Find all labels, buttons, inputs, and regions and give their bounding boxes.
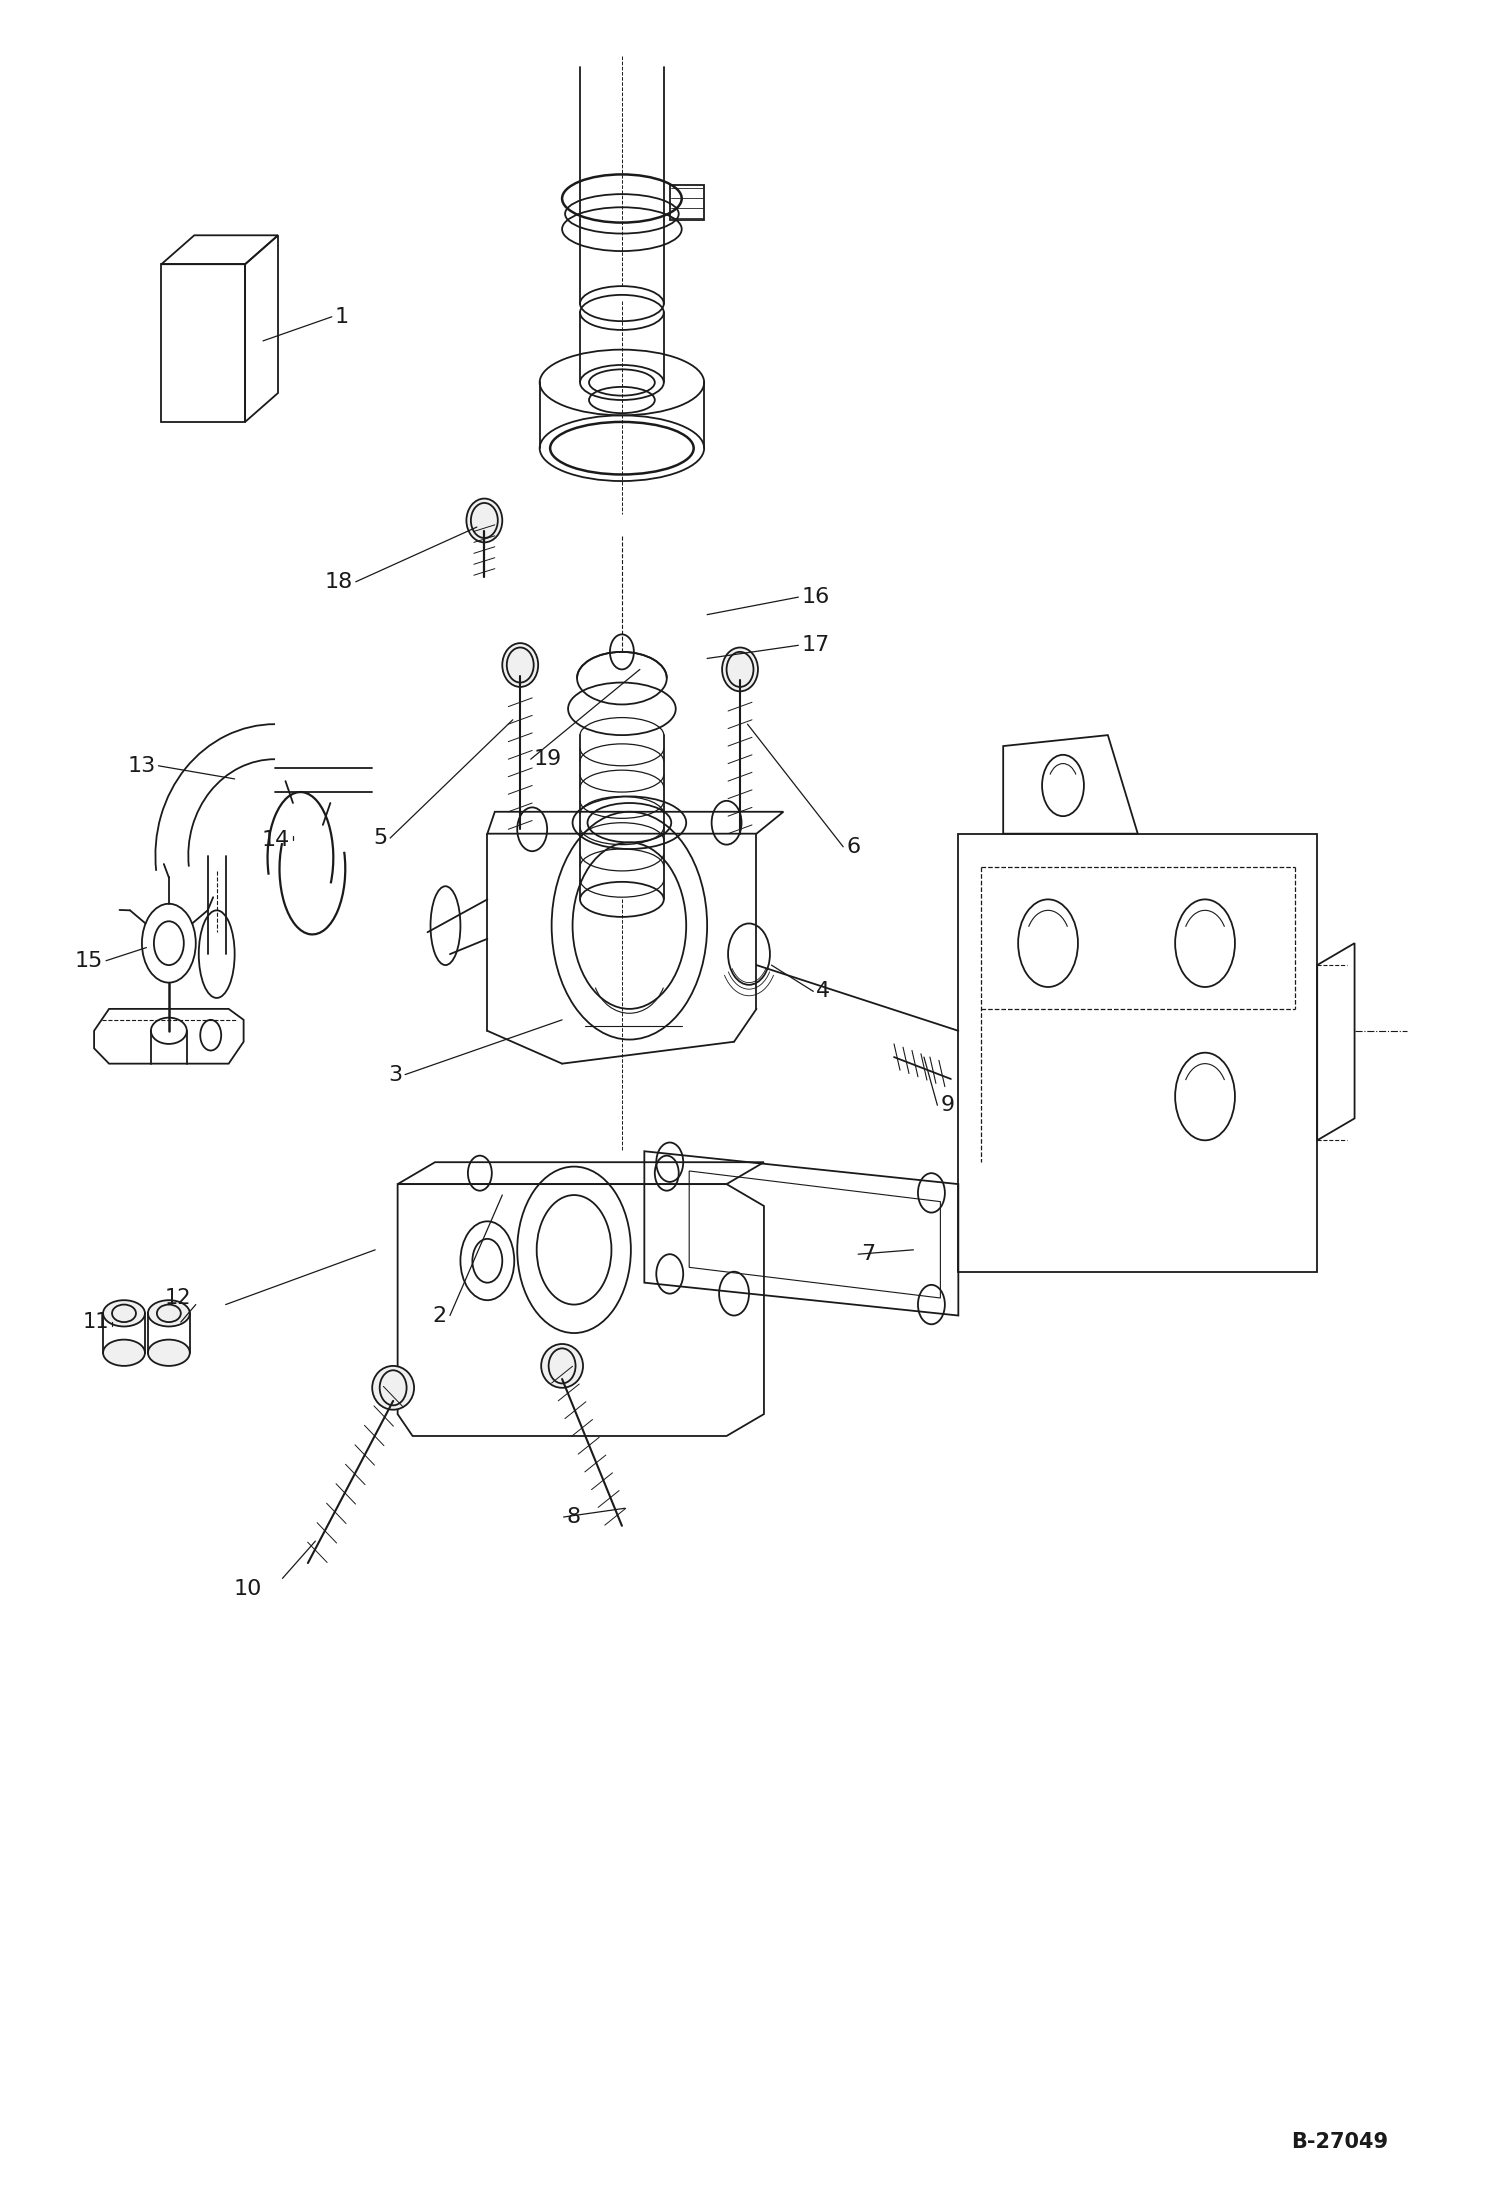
Text: 12: 12 — [165, 1287, 190, 1307]
Text: 19: 19 — [533, 750, 562, 770]
Ellipse shape — [103, 1340, 145, 1366]
Text: B-27049: B-27049 — [1291, 2132, 1389, 2151]
Ellipse shape — [466, 498, 502, 542]
Text: 17: 17 — [801, 636, 830, 656]
Text: 1: 1 — [336, 307, 349, 327]
Text: 13: 13 — [127, 757, 156, 776]
Ellipse shape — [722, 647, 758, 691]
Text: 3: 3 — [388, 1064, 401, 1086]
Text: 8: 8 — [566, 1507, 581, 1526]
Ellipse shape — [541, 1344, 583, 1388]
Ellipse shape — [372, 1366, 413, 1410]
Text: 16: 16 — [801, 588, 830, 607]
Ellipse shape — [103, 1300, 145, 1327]
Ellipse shape — [502, 643, 538, 686]
Ellipse shape — [148, 1340, 190, 1366]
Ellipse shape — [148, 1300, 190, 1327]
Text: 7: 7 — [861, 1243, 875, 1263]
Text: 4: 4 — [816, 982, 830, 1002]
Text: 18: 18 — [325, 572, 352, 592]
Text: 6: 6 — [846, 838, 860, 857]
Text: 5: 5 — [373, 829, 386, 849]
Text: 10: 10 — [234, 1579, 262, 1599]
Text: 11: 11 — [82, 1311, 109, 1331]
Text: 14: 14 — [262, 831, 291, 851]
Text: 9: 9 — [941, 1094, 954, 1116]
Text: 15: 15 — [75, 952, 103, 971]
Text: 2: 2 — [433, 1305, 446, 1325]
